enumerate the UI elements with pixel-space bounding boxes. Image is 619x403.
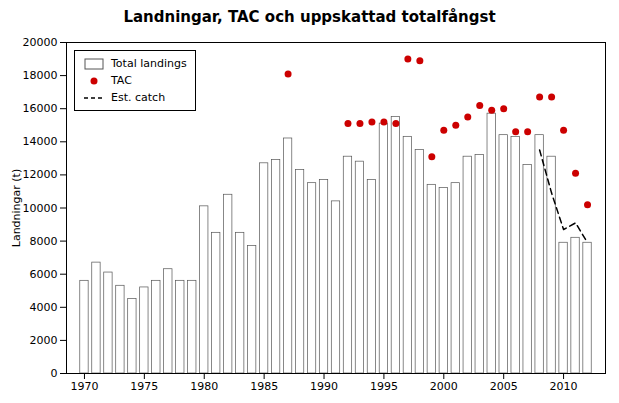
svg-text:18000: 18000 [23, 69, 58, 82]
svg-text:2000: 2000 [30, 334, 58, 347]
svg-text:10000: 10000 [23, 202, 58, 215]
svg-text:2005: 2005 [490, 380, 518, 393]
svg-text:4000: 4000 [30, 301, 58, 314]
svg-text:1980: 1980 [190, 380, 218, 393]
svg-text:1970: 1970 [70, 380, 98, 393]
svg-text:12000: 12000 [23, 168, 58, 181]
svg-text:0: 0 [51, 367, 58, 380]
svg-text:14000: 14000 [23, 135, 58, 148]
svg-text:1990: 1990 [310, 380, 338, 393]
svg-text:16000: 16000 [23, 102, 58, 115]
svg-text:20000: 20000 [23, 36, 58, 49]
svg-text:2000: 2000 [430, 380, 458, 393]
html-text:Total landings: Total landings [111, 57, 187, 70]
svg-text:6000: 6000 [30, 268, 58, 281]
html-text:TAC: TAC [111, 74, 132, 87]
svg-text:2010: 2010 [550, 380, 578, 393]
html-text:Est. catch: Est. catch [111, 91, 166, 104]
svg-text:1975: 1975 [130, 380, 158, 393]
html-text:Landningar, TAC och uppskattad: Landningar, TAC och uppskattad totalfång… [123, 8, 496, 26]
svg-text:Landningar (t): Landningar (t) [10, 169, 23, 247]
svg-text:8000: 8000 [30, 235, 58, 248]
svg-text:1985: 1985 [250, 380, 278, 393]
svg-text:1995: 1995 [370, 380, 398, 393]
